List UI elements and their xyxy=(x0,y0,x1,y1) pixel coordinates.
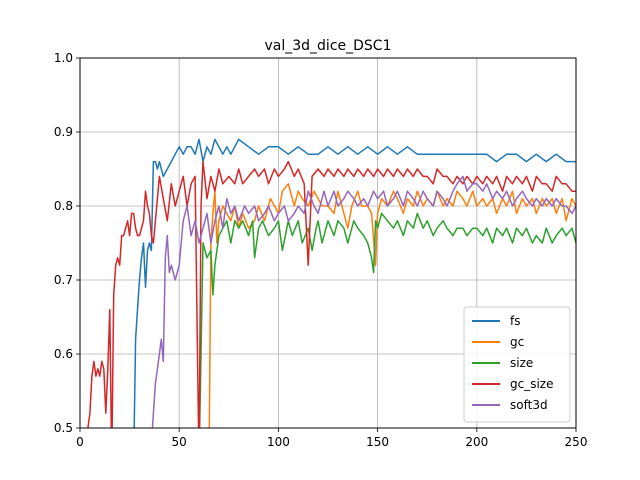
legend-label: gc xyxy=(510,335,524,349)
y-axis-ticks: 0.5 0.6 0.7 0.8 0.9 1.0 xyxy=(54,51,80,435)
series-line-gc xyxy=(208,183,576,428)
chart-title: val_3d_dice_DSC1 xyxy=(265,38,392,54)
legend: fs gc size gc_size soft3d xyxy=(463,306,571,423)
series-line-size xyxy=(198,212,576,428)
x-tick-label: 50 xyxy=(172,435,187,449)
x-tick-label: 0 xyxy=(76,435,84,449)
series-line-gc-size xyxy=(87,160,576,428)
plot-frame xyxy=(79,57,577,429)
x-tick-label: 200 xyxy=(465,435,488,449)
y-tick-label: 0.5 xyxy=(54,421,73,435)
x-tick-label: 250 xyxy=(565,435,588,449)
x-tick-label: 150 xyxy=(366,435,389,449)
series-line-fs xyxy=(133,138,576,428)
y-tick-label: 0.9 xyxy=(54,125,73,139)
y-tick-label: 0.6 xyxy=(54,347,73,361)
legend-box xyxy=(463,306,571,423)
legend-label: fs xyxy=(510,314,520,328)
legend-label: gc_size xyxy=(510,377,553,391)
series-lines xyxy=(87,138,576,428)
legend-label: soft3d xyxy=(510,398,548,412)
series-line-soft3d xyxy=(151,175,576,428)
x-tick-label: 100 xyxy=(267,435,290,449)
y-tick-label: 0.8 xyxy=(54,199,73,213)
y-tick-label: 1.0 xyxy=(54,51,73,65)
legend-label: size xyxy=(510,356,533,370)
y-tick-label: 0.7 xyxy=(54,273,73,287)
x-axis-ticks: 0 50 100 150 200 250 xyxy=(76,428,587,449)
